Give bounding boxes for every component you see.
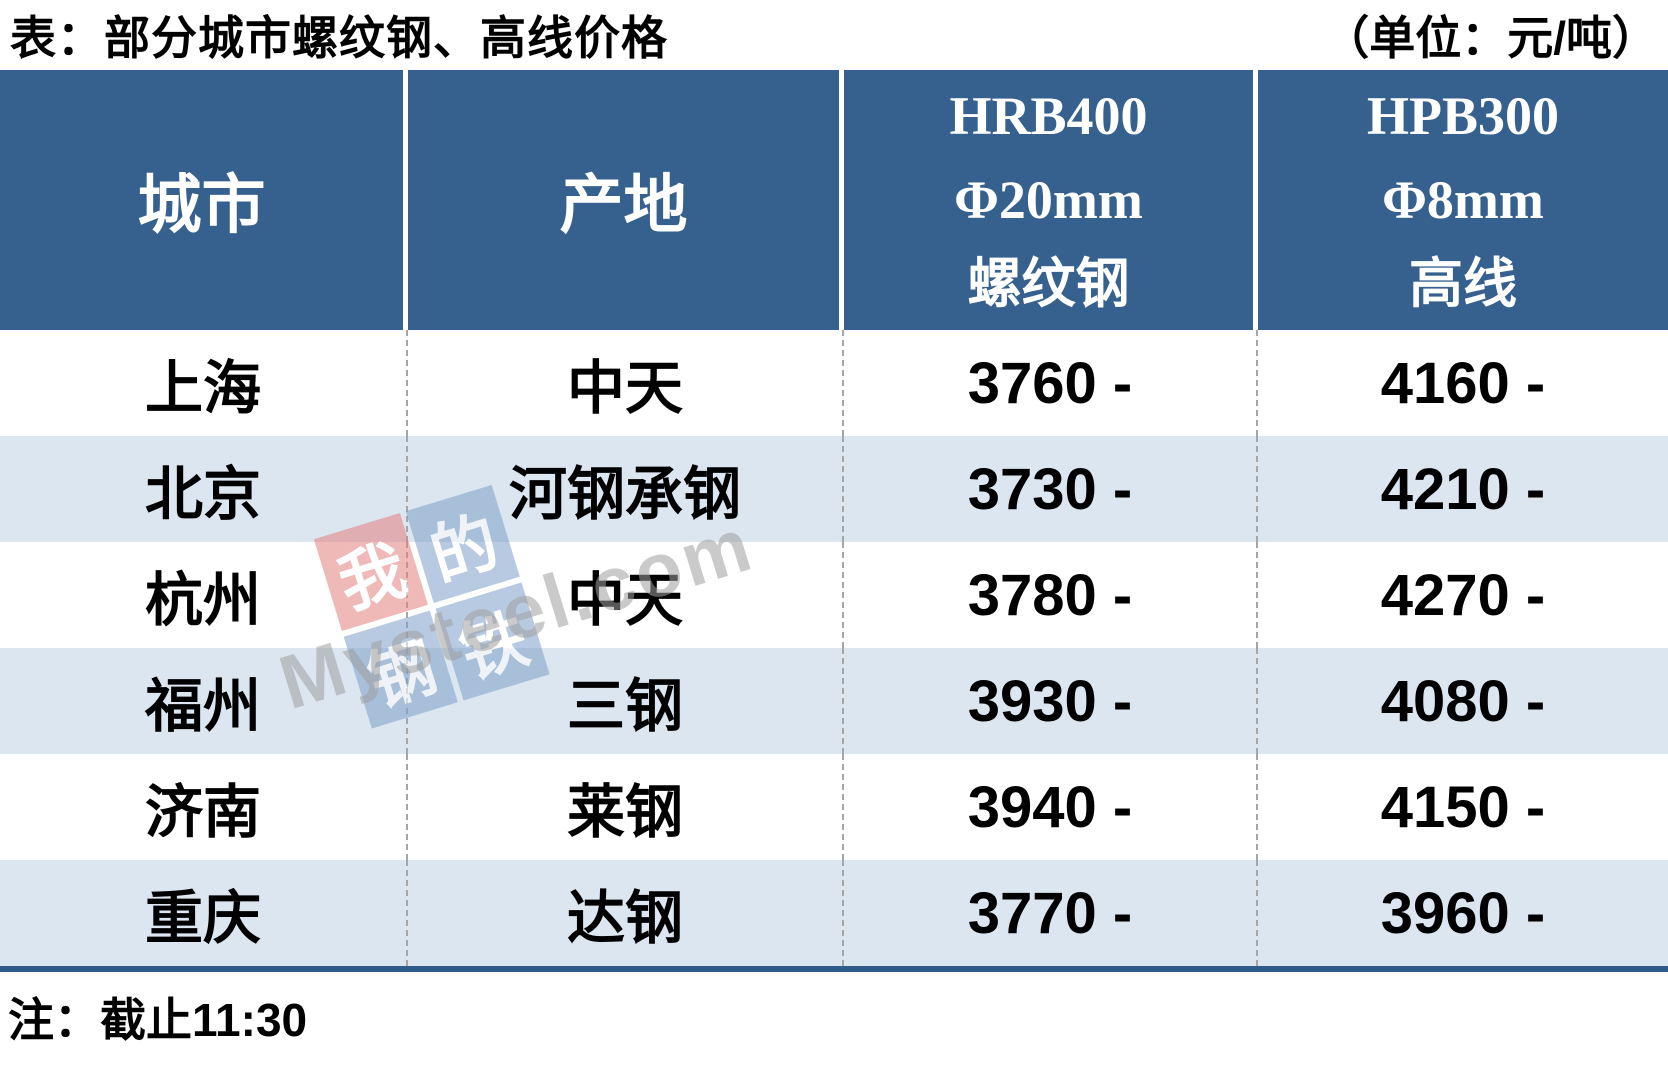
hrb400-price-cell: 3760 - xyxy=(844,330,1258,436)
hrb400-price-cell: 3930 - xyxy=(844,648,1258,754)
table-row: 福州 三钢 3930 - 4080 - xyxy=(0,648,1668,754)
hpb300-price-cell: 4150 - xyxy=(1380,774,1546,840)
hpb300-price-cell: 4160 - xyxy=(1380,350,1546,416)
hpb300-price-cell: 4080 - xyxy=(1380,668,1546,734)
header-cell-origin: 产地 xyxy=(408,70,844,330)
origin-cell: 中天 xyxy=(408,542,844,648)
hrb400-price-cell: 3770 - xyxy=(844,860,1258,966)
origin-cell: 三钢 xyxy=(408,648,844,754)
city-cell: 杭州 xyxy=(0,542,408,648)
table-row: 杭州 中天 3780 - 4270 - xyxy=(0,542,1668,648)
city-cell: 济南 xyxy=(0,754,408,860)
header-cell-city: 城市 xyxy=(0,70,408,330)
origin-cell: 河钢承钢 xyxy=(408,436,844,542)
header-origin-label: 产地 xyxy=(559,170,688,241)
price-table: 城市 产地 HRB400 Φ20mm 螺纹钢 HPB300 Φ8mm 高线 上海… xyxy=(0,70,1668,972)
table-row: 济南 莱钢 3940 - 4150 - xyxy=(0,754,1668,860)
header-hpb300-diameter: Φ8mm xyxy=(1382,170,1544,230)
table-header-row: 城市 产地 HRB400 Φ20mm 螺纹钢 HPB300 Φ8mm 高线 xyxy=(0,70,1668,330)
header-city-label: 城市 xyxy=(137,170,266,241)
header-hpb300-product: 高线 xyxy=(1409,254,1517,314)
header-cell-hpb300: HPB300 Φ8mm 高线 xyxy=(1258,70,1668,330)
header-hpb300-grade: HPB300 xyxy=(1366,86,1559,146)
footnote: 注：截止11:30 xyxy=(8,994,308,1046)
city-cell: 北京 xyxy=(0,436,408,542)
table-body: 上海 中天 3760 - 4160 - 北京 河钢承钢 3730 - 4210 … xyxy=(0,330,1668,972)
city-cell: 福州 xyxy=(0,648,408,754)
hrb400-price-cell: 3730 - xyxy=(844,436,1258,542)
hrb400-price-cell: 3940 - xyxy=(844,754,1258,860)
page-title: 表：部分城市螺纹钢、高线价格 xyxy=(10,12,668,64)
header-hrb400-diameter: Φ20mm xyxy=(954,170,1143,230)
city-cell: 上海 xyxy=(0,330,408,436)
header-cell-hrb400: HRB400 Φ20mm 螺纹钢 xyxy=(844,70,1258,330)
table-row: 北京 河钢承钢 3730 - 4210 - xyxy=(0,436,1668,542)
city-cell: 重庆 xyxy=(0,860,408,966)
origin-cell: 中天 xyxy=(408,330,844,436)
hpb300-price-cell: 3960 - xyxy=(1380,880,1546,946)
unit-label: （单位：元/吨） xyxy=(1323,12,1658,64)
hrb400-price-cell: 3780 - xyxy=(844,542,1258,648)
hpb300-price-cell: 4210 - xyxy=(1380,456,1546,522)
table-row: 上海 中天 3760 - 4160 - xyxy=(0,330,1668,436)
header-hrb400-product: 螺纹钢 xyxy=(967,254,1130,314)
header-hrb400-grade: HRB400 xyxy=(949,86,1148,146)
title-bar: 表：部分城市螺纹钢、高线价格 （单位：元/吨） xyxy=(0,0,1668,70)
origin-cell: 莱钢 xyxy=(408,754,844,860)
table-row: 重庆 达钢 3770 - 3960 - xyxy=(0,860,1668,966)
origin-cell: 达钢 xyxy=(408,860,844,966)
hpb300-price-cell: 4270 - xyxy=(1380,562,1546,628)
